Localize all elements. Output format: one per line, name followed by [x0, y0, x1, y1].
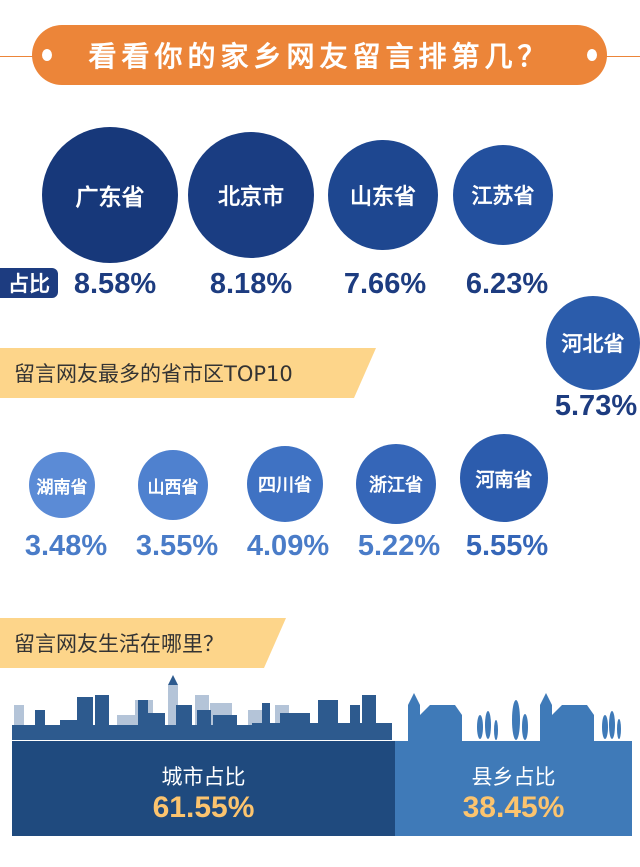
ratio-badge: 占比 — [0, 268, 58, 298]
province-name: 四川省 — [258, 475, 312, 496]
pct-sichuan: 4.09% — [246, 530, 330, 562]
banner-text: 留言网友生活在哪里？ — [14, 632, 224, 656]
province-name: 河北省 — [561, 332, 625, 356]
circle-jiangsu: 江苏省 — [453, 145, 553, 245]
pct-zhejiang: 5.22% — [357, 530, 441, 562]
pct-shanxi: 3.55% — [135, 530, 219, 562]
divider-line — [600, 56, 640, 57]
province-name: 广东省 — [75, 185, 145, 211]
province-name: 湖南省 — [36, 477, 88, 498]
circle-shandong: 山东省 — [328, 140, 438, 250]
province-name: 江苏省 — [471, 184, 535, 208]
province-name: 北京市 — [217, 185, 284, 210]
circle-hebei: 河北省 — [546, 296, 640, 390]
dot-icon — [587, 49, 597, 61]
county-block: 县乡占比 38.45% — [395, 741, 632, 836]
residence-banner: 留言网友生活在哪里？ — [0, 618, 286, 668]
pct-shandong: 7.66% — [343, 268, 427, 300]
pct-beijing: 8.18% — [209, 268, 293, 300]
circle-shanxi: 山西省 — [138, 450, 208, 520]
county-label: 县乡占比 — [471, 765, 556, 789]
pct-hebei: 5.73% — [554, 390, 638, 422]
circle-henan: 河南省 — [460, 434, 548, 522]
dot-icon — [42, 49, 52, 61]
province-name: 浙江省 — [369, 475, 423, 496]
province-name: 山东省 — [349, 185, 416, 210]
title-banner: 看看你的家乡网友留言排第几？ — [32, 25, 607, 85]
province-name: 山西省 — [147, 477, 199, 498]
circle-zhejiang: 浙江省 — [356, 444, 436, 524]
banner-text: 留言网友最多的省市区TOP10 — [14, 362, 293, 386]
pct-jiangsu: 6.23% — [465, 268, 549, 300]
circle-beijing: 北京市 — [188, 132, 314, 258]
circle-guangdong: 广东省 — [42, 127, 178, 263]
city-label: 城市占比 — [161, 765, 246, 789]
pct-guangdong: 8.58% — [73, 268, 157, 300]
skyline-illustration — [12, 675, 621, 741]
circle-sichuan: 四川省 — [247, 446, 323, 522]
city-pct: 61.55% — [152, 791, 255, 824]
pct-hunan: 3.48% — [24, 530, 108, 562]
top10-banner: 留言网友最多的省市区TOP10 — [0, 348, 376, 398]
city-block: 城市占比 61.55% — [12, 741, 395, 836]
county-pct: 38.45% — [462, 791, 565, 824]
divider-line — [0, 56, 40, 57]
circle-hunan: 湖南省 — [29, 452, 95, 518]
pct-henan: 5.55% — [465, 530, 549, 562]
page-title: 看看你的家乡网友留言排第几？ — [88, 40, 551, 73]
province-name: 河南省 — [475, 468, 533, 491]
